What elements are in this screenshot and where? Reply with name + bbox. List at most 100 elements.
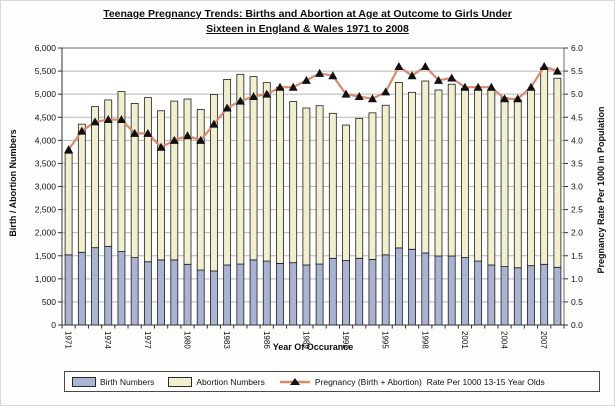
bar-abortion-1987 (276, 86, 284, 264)
bars-group (64, 67, 562, 326)
bar-birth-1987 (276, 262, 284, 326)
bar-abortion-1981 (196, 109, 205, 271)
chart-title: Teenage Pregnancy Trends: Births and Abo… (0, 7, 615, 36)
y-left-tick-label: 2,000 (35, 228, 57, 238)
rate-marker-1983 (222, 103, 232, 112)
bar-birth-1990 (315, 263, 324, 326)
x-tick-label-1998: 1998 (420, 331, 429, 349)
rate-marker-1980 (183, 131, 192, 140)
rate-marker-1971 (64, 145, 74, 154)
bar-abortion-1973 (91, 106, 99, 249)
x-tick-label-1986: 1986 (262, 331, 271, 349)
bar-abortion-1985 (249, 76, 258, 261)
bar-birth-1994 (368, 259, 377, 326)
bar-birth-1985 (249, 259, 258, 326)
legend-line-marker-icon (279, 377, 310, 385)
bar-abortion-1993 (355, 118, 364, 259)
bar-abortion-1972 (77, 123, 86, 253)
bar-birth-1976 (130, 257, 139, 326)
rate-marker-1988 (288, 82, 298, 91)
rate-marker-2003 (486, 82, 496, 91)
y-right-tick-label: 4.0 (571, 135, 583, 145)
bar-birth-1978 (157, 259, 165, 326)
rate-marker-1987 (275, 82, 285, 91)
y-right-tick-label: 0.5 (571, 297, 583, 307)
rate-marker-1974 (103, 115, 113, 124)
rate-marker-1998 (420, 61, 430, 70)
bar-abortion-1990 (315, 105, 324, 265)
rate-marker-1975 (116, 115, 126, 124)
rate-marker-1977 (143, 128, 153, 137)
y-right-tick-label: 5.0 (571, 89, 583, 99)
y-left-tick-label: 1,500 (35, 251, 57, 261)
rate-marker-1979 (169, 135, 179, 144)
bar-abortion-2008 (553, 77, 562, 268)
chart-title-line2: Sixteen in England & Wales 1971 to 2008 (206, 22, 409, 35)
y-right-tick-label: 2.0 (571, 228, 583, 238)
bar-abortion-2007 (540, 67, 549, 265)
bar-birth-1997 (408, 248, 416, 326)
bar-abortion-1986 (262, 82, 271, 262)
bar-abortion-1997 (408, 91, 416, 250)
y-left-tick-label: 6,000 (35, 43, 57, 53)
bar-birth-2007 (540, 263, 549, 326)
bar-abortion-1991 (328, 112, 337, 259)
bar-abortion-2003 (487, 89, 496, 266)
bar-birth-2000 (447, 255, 456, 326)
chart-title-line1: Teenage Pregnancy Trends: Births and Abo… (103, 8, 512, 20)
y-left-tick-label: 3,500 (35, 158, 57, 168)
bar-abortion-1971 (64, 152, 73, 256)
rate-marker-2006 (526, 82, 536, 91)
bar-birth-2003 (487, 264, 496, 326)
bar-abortion-1984 (236, 73, 245, 265)
bar-abortion-1988 (289, 101, 298, 264)
rate-marker-1992 (341, 89, 351, 98)
birth-swatch-icon (72, 376, 96, 387)
bar-birth-1971 (64, 254, 73, 326)
x-tick-label-1974: 1974 (103, 331, 112, 349)
rate-marker-1989 (301, 75, 311, 84)
y-left-tick-label: 5,000 (35, 89, 57, 99)
y-right-tick-label: 5.5 (571, 66, 583, 76)
bar-abortion-1974 (104, 99, 113, 247)
bar-birth-1991 (328, 257, 337, 326)
bar-abortion-2004 (500, 97, 509, 267)
legend-rate-label: Pregnancy (Birth + Abortion) Rate Per 10… (314, 376, 545, 387)
rate-marker-2008 (552, 66, 562, 75)
rate-marker-1995 (381, 87, 391, 96)
x-tick-label-1989: 1989 (301, 331, 310, 349)
bar-birth-1984 (236, 263, 245, 326)
rate-marker-2004 (500, 94, 510, 103)
bar-abortion-2006 (527, 89, 535, 267)
y-left-tick-label: 4,500 (35, 112, 57, 122)
bar-birth-1986 (262, 260, 271, 326)
x-tick-label-1971: 1971 (64, 331, 73, 349)
rate-marker-2007 (539, 61, 549, 70)
rate-marker-1982 (209, 119, 219, 128)
bar-abortion-1999 (434, 89, 443, 257)
y-right-tick-label: 6.0 (571, 43, 583, 53)
bar-birth-2001 (461, 257, 469, 326)
rate-marker-1991 (328, 71, 338, 80)
bar-birth-1992 (342, 260, 350, 326)
y-right-axis-title: Pregnancy Rate Per 1000 in Population (596, 106, 606, 274)
bar-birth-1983 (223, 264, 232, 326)
y-left-tick-label: 1,000 (35, 274, 57, 284)
y-right-tick-label: 1.5 (571, 251, 583, 261)
bar-abortion-1978 (157, 110, 165, 261)
bar-abortion-2000 (447, 83, 456, 257)
y-right-tick-label: 3.0 (571, 182, 583, 192)
y-right-tick-label: 4.5 (571, 112, 583, 122)
bar-abortion-1995 (381, 104, 390, 256)
bar-birth-2006 (527, 265, 535, 326)
bar-birth-1974 (104, 246, 113, 326)
legend: Birth Numbers Abortion Numbers Pregnancy… (64, 371, 600, 392)
bar-birth-1999 (434, 255, 443, 326)
rate-marker-2002 (473, 82, 483, 91)
bar-birth-2008 (553, 266, 562, 326)
x-tick-label-2007: 2007 (539, 331, 548, 349)
y-right-tick-label: 0.0 (571, 320, 583, 330)
bar-abortion-2002 (474, 89, 483, 262)
axis-ticks (58, 47, 568, 329)
y-right-tick-label: 1.0 (571, 274, 583, 284)
